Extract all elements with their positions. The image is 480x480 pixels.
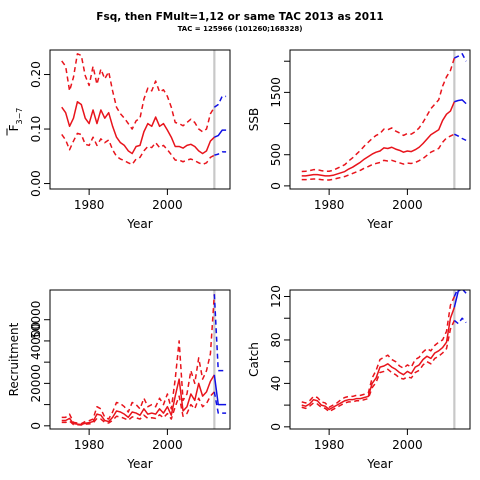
fbar-x-axis-label: Year [126, 217, 152, 231]
recruitment-x-axis-label: Year [126, 457, 152, 471]
ssb-x-tick-label: 2000 [392, 198, 423, 212]
ssb-y-tick-label: 0 [269, 182, 283, 190]
fbar-historic-upper-line [61, 53, 215, 133]
figure-title: Fsq, then FMult=1,12 or same TAC 2013 as… [96, 11, 383, 23]
fbar-historic-mean-line [61, 101, 215, 155]
ssb-y-tick-label: 1500 [269, 77, 283, 108]
catch-forecast-mean-line [453, 290, 467, 308]
fbar-y-tick-label: 0.00 [29, 170, 43, 197]
ssb-frame [289, 49, 471, 190]
recruitment-historic-upper-line [61, 294, 216, 425]
recruitment-historic-lower-line [61, 391, 215, 426]
catch-y-tick-label: 80 [269, 332, 283, 347]
fbar-x-tick-label: 1980 [74, 198, 105, 212]
ssb-historic-mean-line [301, 101, 456, 177]
recruitment-forecast-lower-line [213, 391, 227, 414]
ssb-historic-upper-line [301, 57, 456, 173]
fbar-y-tick-label: 0.10 [29, 116, 43, 143]
catch-y-axis-label: Catch [247, 342, 261, 377]
recruitment-x-tick-label: 2000 [152, 438, 183, 452]
catch-forecast-lower-line [453, 317, 467, 325]
catch-y-tick-label: 40 [269, 376, 283, 391]
ssb-x-axis-label: Year [366, 217, 392, 231]
fbar-y-axis-label-main: F [7, 124, 21, 131]
fbar-forecast-upper-line [213, 95, 227, 108]
figure-subtitle: TAC = 125966 (101260;168328) [178, 25, 303, 33]
catch-plot-area [301, 290, 467, 429]
fbar-y-tick-label: 0.20 [29, 61, 43, 88]
recruitment-y-tick-label: 0 [29, 422, 43, 430]
ssb-panel: 1980 2000 0 500 1500 Year SSB [247, 49, 471, 231]
recruitment-y-tick-label: 20000 [29, 364, 43, 402]
ssb-forecast-mean-line [454, 99, 467, 105]
fbar-y-axis-label-sub: 3−7 [15, 108, 24, 125]
ssb-y-tick-label: 500 [269, 143, 283, 166]
catch-historic-mean-line [301, 307, 456, 411]
catch-panel: 1980 2000 0 40 80 120 Year Catch [247, 285, 471, 471]
catch-y-tick-label: 0 [269, 423, 283, 431]
catch-frame [289, 289, 471, 430]
ssb-forecast-lower-line [454, 133, 467, 142]
catch-historic-upper-line [301, 296, 456, 409]
recruitment-plot-area [61, 290, 227, 429]
recruitment-y-tick-label: 50000 [29, 301, 43, 339]
catch-x-axis-label: Year [366, 457, 392, 471]
recruitment-x-tick-label: 1980 [74, 438, 105, 452]
catch-x-tick-label: 1980 [314, 438, 345, 452]
catch-y-tick-label: 120 [269, 285, 283, 308]
recruitment-frame [49, 289, 231, 430]
ssb-historic-lower-line [301, 133, 455, 181]
catch-forecast-upper-line [453, 290, 459, 297]
recruitment-historic-mean-line [61, 374, 215, 426]
recruitment-y-tick-label: 40000 [29, 322, 43, 360]
catch-historic-lower-line [301, 320, 456, 413]
fbar-y-axis-label: F3−7 [7, 108, 24, 132]
ssb-x-tick-label: 1980 [314, 198, 345, 212]
fbar-plot-area [61, 50, 227, 189]
recruitment-forecast-upper-line [213, 294, 227, 372]
fbar-historic-lower-line [61, 132, 215, 166]
fbar-panel: 1980 2000 0.00 0.10 0.20 Year F3−7 [6, 49, 231, 231]
recruitment-y-axis-label: Recruitment [7, 322, 21, 396]
ssb-forecast-upper-line [454, 52, 467, 62]
catch-x-tick-label: 2000 [392, 438, 423, 452]
recruitment-forecast-mean-line [213, 374, 227, 406]
fbar-x-tick-label: 2000 [152, 198, 183, 212]
fbar-forecast-lower-line [214, 151, 227, 156]
fbar-forecast-mean-line [214, 129, 227, 138]
ssb-plot-area [301, 50, 467, 189]
ssb-y-axis-label: SSB [247, 108, 261, 131]
fbar-frame [49, 49, 231, 190]
